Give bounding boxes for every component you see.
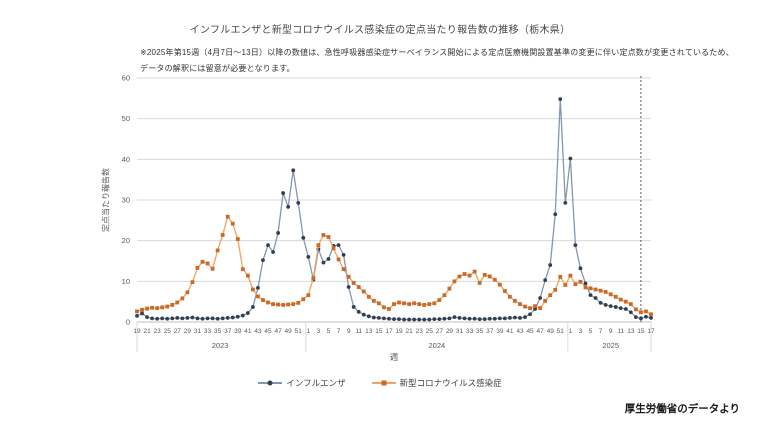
x-tick-label: 39 (234, 328, 242, 335)
y-tick-label: 20 (122, 236, 130, 245)
x-tick-label: 15 (375, 328, 383, 335)
x-tick-label: 3 (317, 328, 321, 335)
data-source-credit: 厚生労働省のデータより (624, 403, 740, 415)
influenza-line-marker-icon (258, 380, 283, 386)
year-label-2025: 2025 (602, 341, 619, 350)
y-tick-label: 10 (122, 277, 130, 286)
x-tick-label: 51 (557, 328, 565, 335)
x-tick-label: 3 (579, 328, 583, 335)
x-tick-label: 9 (609, 328, 613, 335)
page-title: インフルエンザと新型コロナウイルス感染症の定点当たり報告数の推移（栃木県） (189, 25, 571, 36)
x-tick-label: 1 (307, 328, 311, 335)
x-tick-label: 15 (637, 328, 645, 335)
x-tick-label: 41 (506, 328, 514, 335)
x-tick-label: 43 (254, 328, 262, 335)
y-tick-label: 0 (126, 318, 130, 327)
x-tick-label: 11 (617, 328, 624, 335)
x-tick-label: 27 (174, 328, 182, 335)
x-tick-label: 47 (274, 328, 282, 335)
y-tick-label: 40 (122, 155, 130, 164)
x-tick-label: 9 (347, 328, 351, 335)
x-tick-label: 41 (244, 328, 252, 335)
x-tick-label: 43 (516, 328, 524, 335)
x-tick-label: 33 (466, 328, 474, 335)
x-tick-label: 35 (476, 328, 484, 335)
x-tick-label: 45 (264, 328, 272, 335)
y-tick-label: 30 (122, 196, 130, 205)
x-tick-label: 45 (526, 328, 534, 335)
x-tick-label: 29 (446, 328, 454, 335)
x-tick-label: 49 (285, 328, 293, 335)
x-tick-label: 25 (426, 328, 434, 335)
x-tick-label: 1 (569, 328, 573, 335)
x-tick-label: 5 (327, 328, 331, 335)
footnote-line2: データの解釈には留意が必要となります。 (140, 64, 295, 73)
x-tick-label: 49 (547, 328, 555, 335)
x-tick-label: 37 (486, 328, 494, 335)
year-label-2023: 2023 (212, 341, 229, 350)
legend-item-covid: 新型コロナウイルス感染症 (371, 377, 502, 389)
x-tick-label: 23 (416, 328, 424, 335)
x-tick-label: 25 (164, 328, 172, 335)
footnote-line1: ※2025年第15週（4月7日～13日）以降の数値は、急性呼吸器感染症サーベイラ… (140, 48, 734, 57)
x-tick-label: 31 (456, 328, 464, 335)
x-tick-label: 39 (496, 328, 504, 335)
legend-label-influenza: インフルエンザ (286, 378, 346, 388)
x-tick-label: 33 (204, 328, 212, 335)
x-tick-label: 31 (194, 328, 202, 335)
y-tick-label: 60 (122, 74, 130, 83)
x-tick-label: 13 (627, 328, 635, 335)
covid-series (135, 214, 653, 317)
x-tick-label: 13 (365, 328, 373, 335)
x-tick-label: 47 (537, 328, 545, 335)
year-label-2024: 2024 (428, 341, 445, 350)
x-tick-label: 21 (143, 328, 151, 335)
x-tick-label: 17 (385, 328, 393, 335)
x-tick-label: 27 (436, 328, 444, 335)
x-tick-label: 37 (224, 328, 232, 335)
legend-label-covid: 新型コロナウイルス感染症 (399, 378, 502, 388)
x-tick-label: 5 (589, 328, 593, 335)
x-tick-label: 29 (184, 328, 192, 335)
x-tick-label: 35 (214, 328, 222, 335)
x-tick-label: 21 (406, 328, 414, 335)
y-tick-label: 50 (122, 114, 130, 123)
x-axis-label: 週 (389, 352, 399, 362)
x-tick-label: 23 (154, 328, 162, 335)
legend-item-influenza: インフルエンザ (258, 377, 346, 389)
x-tick-label: 19 (395, 328, 403, 335)
influenza-series (135, 97, 653, 322)
x-tick-label: 11 (355, 328, 362, 335)
x-tick-label: 7 (337, 328, 341, 335)
chart-legend: インフルエンザ 新型コロナウイルス感染症 (0, 377, 760, 389)
x-tick-label: 7 (599, 328, 603, 335)
x-tick-label: 51 (295, 328, 303, 335)
covid-line-marker-icon (371, 380, 396, 386)
